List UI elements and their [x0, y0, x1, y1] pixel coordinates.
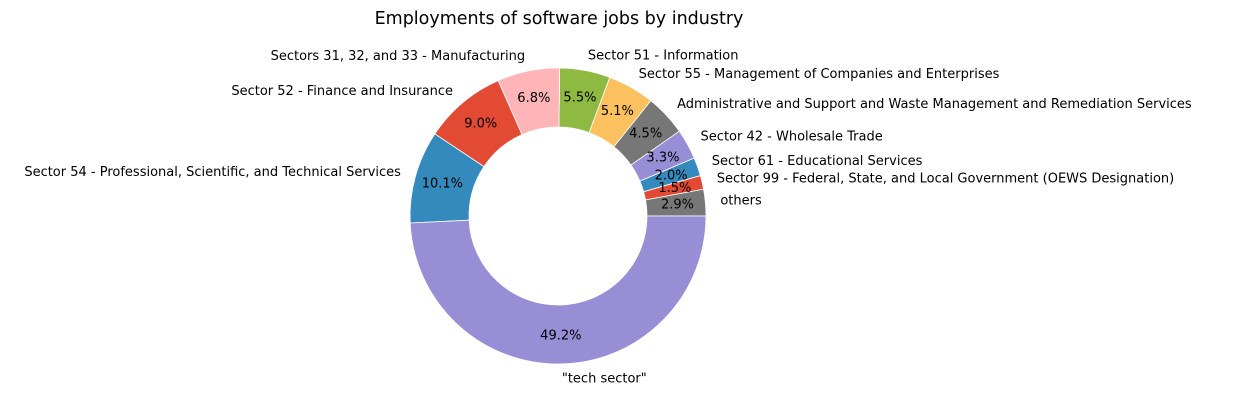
- slice-percent-label: 2.0%: [655, 169, 688, 184]
- slice-percent-label: 6.8%: [517, 91, 550, 106]
- slice-percent-label: 10.1%: [422, 176, 463, 191]
- slice-percent-label: 9.0%: [464, 117, 497, 132]
- slice-label: Sector 51 - Information: [588, 48, 739, 63]
- slice-label: Sector 61 - Educational Services: [712, 154, 923, 169]
- slice-percent-label: 2.9%: [661, 198, 694, 213]
- slice-label: Sector 55 - Management of Companies and …: [639, 67, 1000, 82]
- slice-percent-label: 3.3%: [646, 150, 679, 165]
- slice-percent-label: 1.5%: [658, 181, 691, 196]
- slice-label: "tech sector": [562, 371, 647, 386]
- slice-percent-label: 5.5%: [563, 91, 596, 106]
- donut-slice: [409, 215, 707, 365]
- slices-layer: [409, 67, 707, 365]
- slice-percent-label: 5.1%: [601, 104, 634, 119]
- slice-percent-label: 4.5%: [629, 127, 662, 142]
- slice-label: Sector 52 - Finance and Insurance: [231, 84, 453, 99]
- chart-title: Employments of software jobs by industry: [375, 9, 744, 29]
- slice-label: Sector 54 - Professional, Scientific, an…: [24, 165, 401, 180]
- slice-label: Sector 99 - Federal, State, and Local Go…: [717, 171, 1175, 186]
- slice-label: Sector 42 - Wholesale Trade: [701, 129, 883, 144]
- slice-percent-label: 49.2%: [540, 328, 581, 343]
- percent-labels-layer: 2.9% 1.5%2.0% 3.3% 4.5% 5.1% 5.5% 6.8% 9.0% 10.1…: [422, 91, 694, 344]
- slice-label: Administrative and Support and Waste Man…: [677, 97, 1192, 112]
- slice-label: Sectors 31, 32, and 33 - Manufacturing: [271, 49, 526, 64]
- slice-label: others: [720, 194, 762, 209]
- slice-labels-layer: others Sector 99 - Federal, State, and Lo…: [24, 48, 1192, 386]
